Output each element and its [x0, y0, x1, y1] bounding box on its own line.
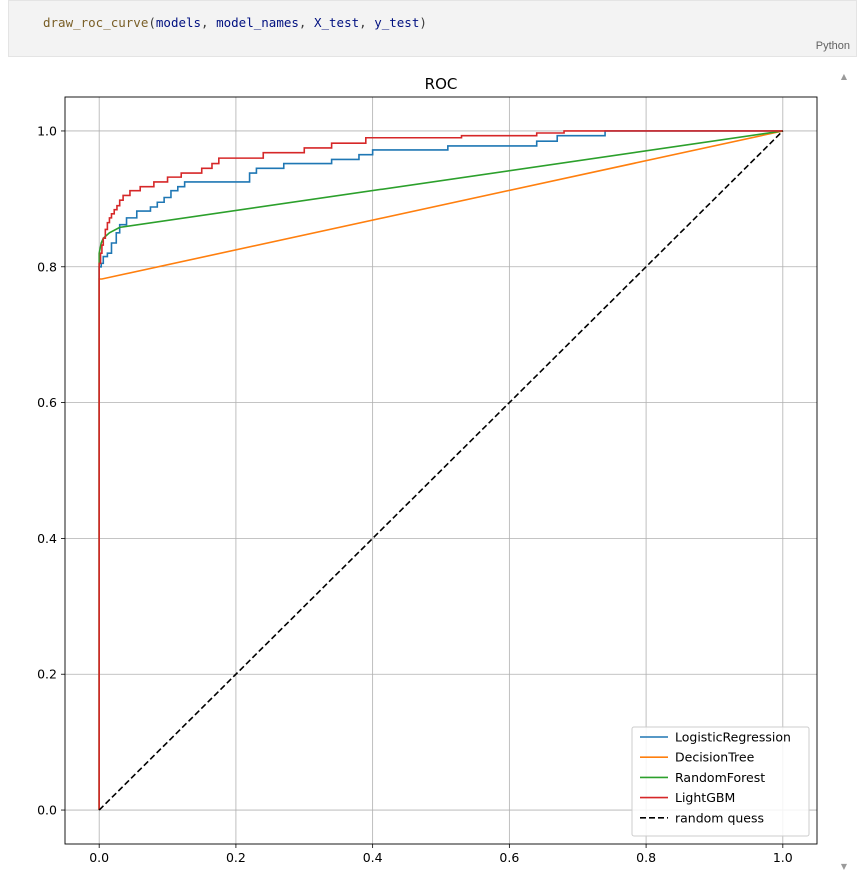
y-tick-label: 0.4 [37, 531, 57, 546]
scroll-down-arrow-icon[interactable]: ▼ [840, 862, 847, 871]
code-token-var: y_test [374, 15, 420, 30]
code-token-fn: draw_roc_curve [43, 15, 149, 30]
x-tick-label: 0.0 [89, 850, 109, 865]
code-line[interactable]: draw_roc_curve(models, model_names, X_te… [43, 15, 427, 30]
x-tick-label: 0.2 [226, 850, 246, 865]
y-tick-label: 0.6 [37, 395, 57, 410]
scroll-up-arrow-icon[interactable]: ▲ [840, 72, 847, 81]
chart-title: ROC [425, 75, 458, 93]
x-tick-label: 0.4 [363, 850, 383, 865]
x-tick-label: 1.0 [773, 850, 793, 865]
plot-frame [64, 96, 818, 845]
code-token-punc: , [298, 15, 314, 30]
x-tick-label: 0.6 [499, 850, 519, 865]
x-tick-label: 0.8 [636, 850, 656, 865]
y-tick-label: 1.0 [37, 123, 57, 138]
cell-output: 0.0 0.2 0.4 0.6 0.8 1.0 0.0 0.2 0.4 0.6 0.8 1.0 ROC L… [0, 64, 865, 875]
code-token-punc: , [201, 15, 217, 30]
y-tick-label: 0.0 [37, 803, 57, 818]
y-tick-label: 0.8 [37, 259, 57, 274]
code-token-var: models [155, 15, 202, 30]
code-token-var: model_names [216, 15, 299, 30]
legend-label: RandomForest [675, 770, 765, 785]
legend-label: DecisionTree [675, 750, 755, 765]
code-token-punc: ) [419, 15, 427, 30]
roc-chart: 0.0 0.2 0.4 0.6 0.8 1.0 0.0 0.2 0.4 0.6 0.8 1.0 ROC L… [37, 75, 818, 865]
code-token-var: X_test [313, 15, 360, 30]
language-label[interactable]: Python [815, 40, 850, 52]
legend-box [631, 726, 810, 837]
series-line-random-quess [98, 130, 784, 811]
legend-label: random quess [675, 810, 764, 825]
series-line-lightgbm [98, 130, 783, 811]
code-cell[interactable]: draw_roc_curve(models, model_names, X_te… [8, 0, 857, 57]
legend-label: LightGBM [675, 790, 735, 805]
code-token-punc: , [359, 15, 375, 30]
legend-label: LogisticRegression [675, 730, 791, 745]
code-token-punc: ( [148, 15, 156, 30]
y-tick-label: 0.2 [37, 667, 57, 682]
series-line-logisticregression [98, 130, 783, 811]
